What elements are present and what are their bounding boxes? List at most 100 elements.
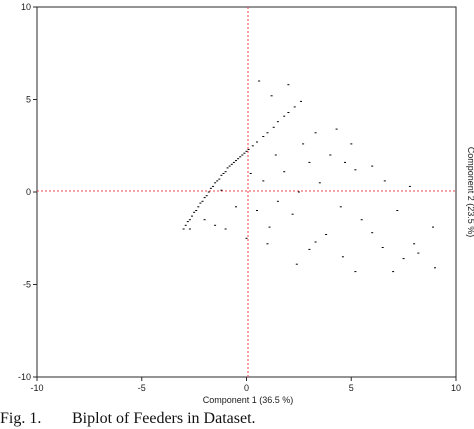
scatter-point [335, 128, 338, 130]
scatter-point [230, 163, 233, 165]
scatter-point [186, 221, 189, 223]
y-axis-ticks: -10 -5 0 5 10 [18, 2, 37, 382]
x-axis-label: Component 1 (36.5 %) [203, 395, 294, 405]
scatter-point [354, 271, 357, 273]
scatter-point [432, 226, 434, 228]
scatter-point [184, 224, 187, 226]
biplot-chart: -10 -5 0 5 10 -10 -5 0 5 10 Component 1 (36.5 %)… [18, 2, 474, 405]
scatter-point [232, 161, 235, 163]
scatter-point [308, 161, 311, 163]
scatter-point [214, 182, 217, 184]
scatter-point [228, 165, 231, 167]
scatter-point [214, 224, 217, 226]
scatter-points [182, 80, 436, 273]
scatter-point [402, 258, 405, 260]
y-tick-label: -5 [23, 280, 31, 290]
scatter-point [344, 161, 346, 163]
scatter-point [262, 180, 265, 182]
scatter-point [268, 226, 271, 228]
scatter-point [383, 180, 386, 182]
scatter-point [341, 256, 344, 258]
scatter-point [276, 200, 279, 202]
x-tick-label: 10 [451, 383, 461, 393]
scatter-point [182, 228, 185, 230]
scatter-point [297, 191, 300, 193]
scatter-point [291, 213, 294, 215]
scatter-point [188, 228, 191, 230]
scatter-point [354, 169, 357, 171]
scatter-point [287, 84, 290, 86]
scatter-point [318, 182, 321, 184]
scatter-point [417, 252, 420, 254]
scatter-point [241, 154, 244, 156]
scatter-point [235, 206, 237, 208]
scatter-point [224, 228, 227, 230]
scatter-point [408, 185, 411, 187]
scatter-point [226, 167, 229, 169]
scatter-point [396, 210, 399, 211]
x-tick-label: -5 [138, 383, 146, 393]
scatter-point [218, 178, 221, 180]
y-axis-label: Component 2 (23.5 %) [466, 147, 474, 238]
scatter-point [235, 160, 237, 162]
scatter-point [201, 200, 204, 202]
scatter-point [283, 115, 286, 117]
scatter-point [308, 248, 311, 250]
scatter-point [266, 132, 269, 134]
scatter-point [249, 173, 252, 174]
scatter-point [224, 171, 227, 173]
scatter-point [325, 234, 328, 235]
scatter-point [314, 241, 317, 243]
scatter-point [329, 154, 332, 156]
y-tick-label: 0 [26, 187, 31, 197]
scatter-point [262, 136, 265, 137]
scatter-point [245, 237, 248, 239]
x-axis-ticks: -10 -5 0 5 10 [30, 377, 461, 393]
figure-number: Fig. 1. [0, 410, 42, 427]
scatter-point [207, 191, 210, 193]
scatter-point [197, 206, 200, 208]
x-tick-label: 0 [244, 383, 249, 393]
figure-title: Biplot of Feeders in Dataset. [72, 410, 256, 427]
x-tick-label: -10 [30, 383, 43, 393]
scatter-point [243, 152, 246, 154]
scatter-point [237, 158, 240, 160]
scatter-point [191, 215, 193, 217]
scatter-point [270, 95, 273, 97]
scatter-point [193, 211, 196, 213]
scatter-point [287, 112, 290, 113]
scatter-point [220, 174, 223, 176]
scatter-point [256, 210, 258, 211]
scatter-point [302, 143, 305, 145]
scatter-point [205, 195, 208, 197]
scatter-point [339, 206, 342, 208]
plot-frame [36, 6, 457, 378]
scatter-point [276, 121, 279, 123]
figure-caption: Fig. 1. Biplot of Feeders in Dataset. [0, 409, 256, 429]
scatter-point [392, 271, 395, 273]
scatter-point [195, 210, 198, 211]
scatter-point [413, 243, 416, 245]
scatter-point [293, 106, 296, 108]
scatter-point [209, 187, 212, 189]
y-tick-label: -10 [18, 372, 31, 382]
scatter-point [350, 143, 353, 145]
scatter-point [251, 145, 254, 147]
y-tick-label: 10 [21, 2, 31, 12]
x-tick-label: 5 [349, 383, 354, 393]
scatter-point [188, 219, 191, 221]
scatter-point [266, 243, 269, 245]
scatter-point [434, 267, 436, 269]
scatter-point [203, 197, 206, 199]
scatter-point [199, 202, 202, 204]
scatter-point [222, 173, 225, 174]
scatter-point [283, 171, 286, 173]
scatter-point [300, 100, 302, 102]
scatter-point [203, 219, 206, 221]
scatter-point [381, 247, 384, 248]
scatter-point [360, 219, 363, 221]
scatter-point [247, 149, 250, 150]
y-tick-label: 5 [26, 95, 31, 105]
scatter-point [258, 80, 261, 82]
scatter-point [216, 180, 219, 182]
